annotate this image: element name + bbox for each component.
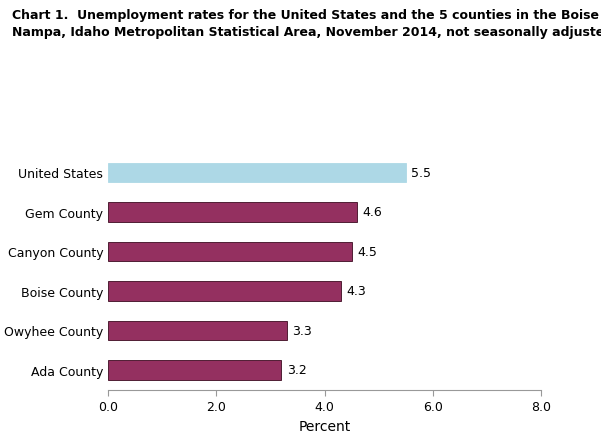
Bar — [108, 202, 357, 223]
Text: 4.6: 4.6 — [362, 206, 382, 219]
Bar — [108, 321, 287, 341]
Text: 4.5: 4.5 — [357, 245, 377, 258]
Text: 3.3: 3.3 — [292, 324, 312, 337]
Text: 3.2: 3.2 — [287, 364, 307, 377]
Bar — [108, 163, 406, 183]
Bar — [108, 242, 352, 262]
Bar — [108, 282, 341, 301]
X-axis label: Percent: Percent — [299, 419, 350, 433]
Text: 4.3: 4.3 — [346, 285, 366, 298]
Text: Chart 1.  Unemployment rates for the United States and the 5 counties in the Boi: Chart 1. Unemployment rates for the Unit… — [12, 9, 601, 39]
Bar — [108, 360, 281, 380]
Text: 5.5: 5.5 — [411, 166, 431, 180]
